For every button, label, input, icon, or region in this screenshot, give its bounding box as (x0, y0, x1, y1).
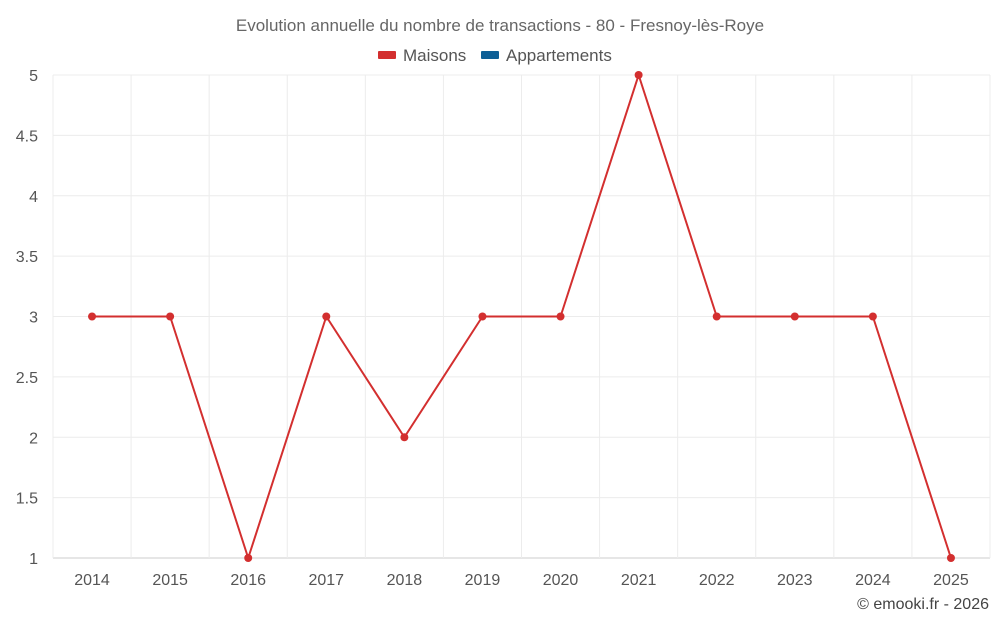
x-tick-label: 2020 (543, 572, 579, 589)
legend-label-appartements: Appartements (506, 46, 612, 65)
data-point[interactable] (244, 554, 253, 562)
data-point[interactable] (712, 312, 721, 321)
data-point[interactable] (88, 312, 97, 321)
credit-text[interactable]: © emooki.fr - 2026 (857, 596, 989, 613)
x-tick-label: 2023 (777, 572, 813, 589)
chart-title: Evolution annuelle du nombre de transact… (236, 16, 764, 35)
legend-swatch-appartements (481, 51, 499, 59)
data-point[interactable] (634, 71, 643, 79)
data-point[interactable] (868, 312, 877, 321)
x-tick-label: 2021 (621, 572, 657, 589)
data-point[interactable] (790, 312, 799, 321)
data-point[interactable] (400, 433, 409, 442)
legend-label-maisons: Maisons (403, 46, 466, 65)
legend: Maisons Appartements (378, 46, 612, 65)
x-tick-label: 2017 (308, 572, 344, 589)
x-tick-label: 2018 (387, 572, 423, 589)
y-tick-label: 4 (29, 189, 38, 206)
series-line-maisons (92, 74, 952, 559)
y-tick-label: 1.5 (16, 491, 38, 508)
x-tick-label: 2022 (699, 572, 735, 589)
data-point[interactable] (166, 312, 175, 321)
grid (52, 74, 991, 559)
x-tick-label: 2016 (230, 572, 266, 589)
x-axis-labels: 2014 2015 2016 2017 2018 2019 2020 2021 2022 2023… (74, 572, 969, 589)
legend-item-maisons[interactable]: Maisons (378, 46, 466, 65)
y-tick-label: 4.5 (16, 128, 38, 145)
legend-item-appartements[interactable]: Appartements (481, 46, 612, 65)
data-point[interactable] (478, 312, 487, 321)
x-tick-label: 2014 (74, 572, 110, 589)
series-maisons (88, 71, 955, 562)
y-tick-label: 2.5 (16, 370, 38, 387)
data-point[interactable] (556, 312, 565, 321)
y-axis-labels: 1 1.5 2 2.5 3 3.5 4 4.5 5 (16, 68, 38, 568)
y-tick-label: 2 (29, 430, 38, 447)
y-tick-label: 1 (29, 551, 38, 568)
legend-swatch-maisons (378, 51, 396, 59)
x-tick-label: 2025 (933, 572, 969, 589)
data-point[interactable] (946, 554, 955, 562)
y-tick-label: 5 (29, 68, 38, 85)
x-tick-label: 2024 (855, 572, 891, 589)
y-tick-label: 3.5 (16, 249, 38, 266)
x-tick-label: 2019 (465, 572, 501, 589)
y-tick-label: 3 (29, 310, 38, 327)
data-point[interactable] (322, 312, 331, 321)
x-tick-label: 2015 (152, 572, 188, 589)
